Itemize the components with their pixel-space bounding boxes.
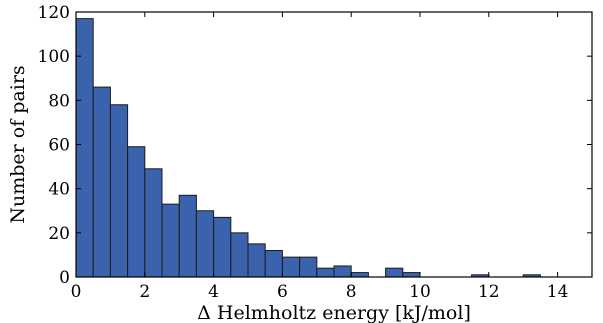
- histogram-bar: [300, 257, 317, 277]
- histogram-bar: [317, 268, 334, 277]
- histogram-bar: [282, 257, 299, 277]
- histogram-bar: [76, 19, 93, 277]
- histogram-bar: [162, 204, 179, 277]
- histogram-bar: [196, 211, 213, 277]
- y-axis-label: Number of pairs: [7, 65, 29, 223]
- histogram-bars: [76, 19, 540, 277]
- histogram-bar: [179, 195, 196, 277]
- y-tick-label: 100: [38, 47, 70, 67]
- x-tick-label: 6: [277, 282, 288, 302]
- x-tick-label: 12: [478, 282, 500, 302]
- histogram-bar: [214, 217, 231, 277]
- y-tick-label: 20: [48, 224, 70, 244]
- histogram-bar: [128, 147, 145, 277]
- histogram-bar: [403, 273, 420, 277]
- histogram-bar: [386, 268, 403, 277]
- histogram-bar: [231, 233, 248, 277]
- histogram-bar: [334, 266, 351, 277]
- histogram-bar: [248, 244, 265, 277]
- x-tick-label: 10: [409, 282, 431, 302]
- y-tick-label: 40: [48, 180, 70, 200]
- x-axis-label: Δ Helmholtz energy [kJ/mol]: [197, 302, 471, 323]
- histogram-bar: [145, 169, 162, 277]
- y-tick-label: 80: [48, 91, 70, 111]
- x-tick-label: 14: [547, 282, 569, 302]
- x-tick-label: 0: [71, 282, 82, 302]
- histogram-bar: [93, 87, 110, 277]
- y-tick-label: 60: [48, 136, 70, 156]
- x-tick-label: 8: [346, 282, 357, 302]
- x-tick-label: 2: [139, 282, 150, 302]
- y-tick-label: 0: [59, 268, 70, 288]
- histogram-bar: [265, 251, 282, 278]
- x-tick-label: 4: [208, 282, 219, 302]
- histogram-bar: [110, 105, 127, 277]
- histogram-bar: [351, 273, 368, 277]
- y-tick-label: 120: [38, 3, 70, 23]
